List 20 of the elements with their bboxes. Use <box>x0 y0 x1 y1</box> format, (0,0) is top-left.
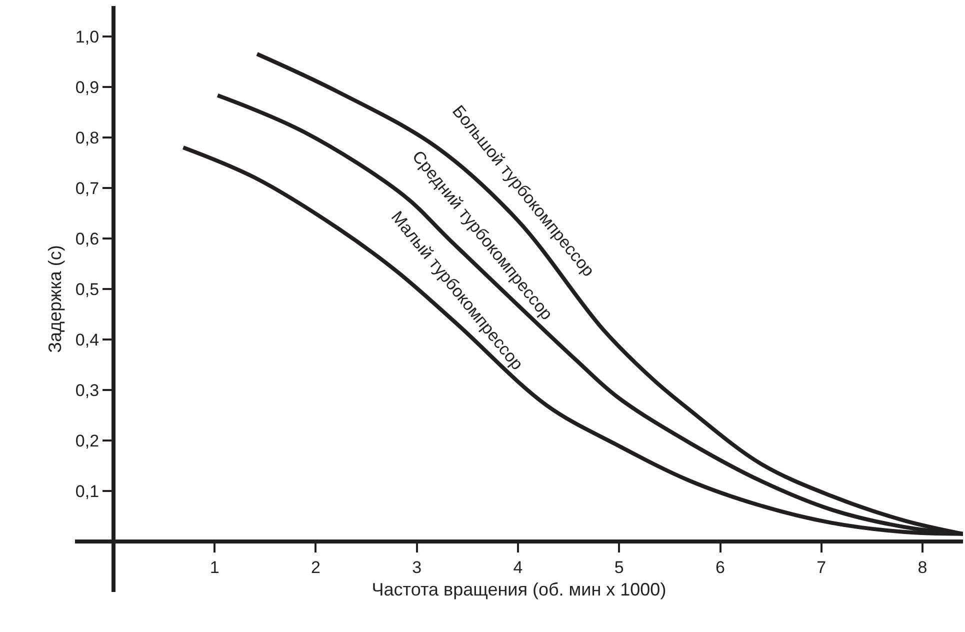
x-tick-label: 3 <box>412 558 422 577</box>
y-tick-label: 0,9 <box>75 78 100 97</box>
y-tick-label: 0,2 <box>75 431 100 450</box>
x-tick-label: 7 <box>816 558 826 577</box>
x-axis-title: Частота вращения (об. мин x 1000) <box>372 579 666 600</box>
x-tick-label: 2 <box>310 558 320 577</box>
x-tick-label: 6 <box>716 558 726 577</box>
x-tick-label: 4 <box>513 558 523 577</box>
x-tick-label: 1 <box>210 558 220 577</box>
y-tick-label: 1,0 <box>75 27 100 46</box>
y-axis-title: Задержка (с) <box>45 245 66 353</box>
y-tick-label: 0,1 <box>75 482 100 501</box>
y-tick-label: 0,5 <box>75 280 100 299</box>
y-tick-label: 0,8 <box>75 128 100 148</box>
y-tick-label: 0,7 <box>75 178 100 198</box>
y-tick-label: 0,3 <box>75 380 100 400</box>
y-tick-label: 0,4 <box>75 330 100 350</box>
x-tick-label: 8 <box>918 558 928 577</box>
x-tick-label: 5 <box>614 558 624 577</box>
y-tick-label: 0,6 <box>75 229 100 248</box>
